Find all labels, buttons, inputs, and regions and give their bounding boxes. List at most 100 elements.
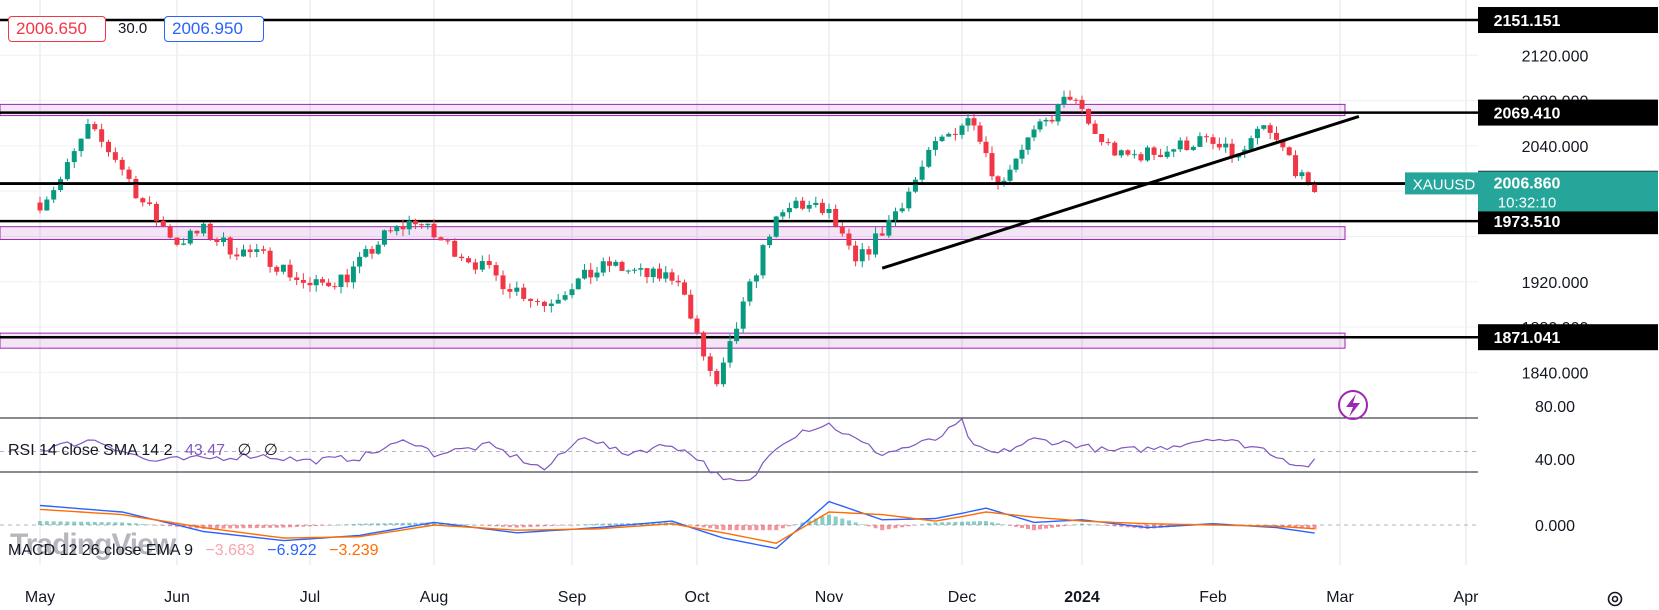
time-label-8: 2024 — [1064, 589, 1100, 606]
time-axis[interactable]: May Jun Jul Aug Sep Oct Nov Dec 2024 Feb Mar Apr — [25, 589, 1479, 606]
candle-body — [1105, 142, 1111, 144]
macd-histogram-bar — [1044, 525, 1048, 529]
macd-histogram-bar — [900, 525, 905, 528]
time-label-6: Nov — [815, 589, 843, 606]
candle-body — [1312, 184, 1318, 193]
macd-histogram-bar — [301, 525, 306, 527]
macd-histogram-bar — [1068, 525, 1072, 526]
macd-histogram-bar — [1080, 523, 1084, 525]
candle-body — [555, 299, 561, 304]
macd-histogram-bar — [133, 523, 138, 525]
macd-histogram-bar — [38, 521, 42, 525]
macd-histogram-bar — [113, 522, 118, 525]
candle-body — [201, 223, 207, 234]
candle-body — [64, 162, 70, 180]
macd-histogram-bar — [106, 522, 111, 525]
candle-body — [319, 279, 325, 283]
macd-histogram-bar — [913, 525, 918, 526]
macd-histogram-bar — [1074, 524, 1078, 526]
level-badge-text-4: 1871.041 — [1494, 330, 1561, 347]
candle-body — [99, 129, 105, 142]
macd-histogram-bar — [1106, 525, 1111, 526]
candle-body — [1190, 146, 1196, 150]
macd-histogram-bar — [188, 525, 193, 528]
macd-histogram-bar — [58, 521, 63, 525]
macd-histogram-bar — [1008, 525, 1012, 526]
macd-histogram-bar — [281, 525, 286, 528]
macd-histogram-bar — [966, 521, 970, 525]
rsi-line — [39, 417, 1316, 482]
time-label-0: May — [25, 589, 55, 606]
candle-body — [632, 269, 637, 271]
macd-title: MACD 12 26 close EMA 9 — [8, 542, 193, 559]
candle-body — [773, 216, 779, 237]
candle-body — [400, 226, 406, 230]
last-price-text: 2006.860 — [1494, 175, 1561, 192]
macd-histogram-bar — [728, 525, 732, 531]
candle-body — [254, 249, 260, 252]
rsi-legend[interactable]: RSI 14 close SMA 14 2 43.47 ∅ ∅ — [8, 440, 286, 460]
candle-body — [363, 249, 369, 257]
macd-histogram-bar — [1312, 525, 1317, 530]
candle-body — [1118, 150, 1124, 156]
candle-body — [147, 202, 153, 204]
candle-body — [613, 261, 619, 266]
macd-histogram-bar — [613, 523, 618, 525]
candle-body — [607, 261, 612, 266]
candle-body — [1138, 154, 1144, 161]
candle-body — [1112, 142, 1118, 156]
settings-gear-icon[interactable] — [1605, 589, 1625, 609]
candle-body — [952, 133, 958, 135]
macd-legend[interactable]: MACD 12 26 close EMA 9 −3.683 −6.922 −3.… — [8, 542, 387, 560]
level-badge-0 — [1478, 7, 1658, 34]
candle-body — [1049, 119, 1055, 122]
macd-histogram-bar — [920, 524, 925, 525]
price-tick-label: 1920.000 — [1522, 275, 1589, 292]
macd-histogram-bar — [473, 525, 478, 526]
macd-histogram-bar — [535, 525, 540, 527]
macd-histogram-bar — [507, 525, 512, 528]
macd-histogram-bar — [860, 524, 865, 525]
macd-histogram-bar — [940, 522, 945, 525]
candle-body — [650, 268, 656, 278]
macd-histogram-bar — [695, 525, 699, 527]
candle-body — [1274, 132, 1279, 140]
candle-body — [234, 254, 240, 257]
macd-histogram-bar — [459, 524, 464, 525]
price-axis[interactable]: 2120.0002080.0002040.0001920.0001880.000… — [0, 7, 1658, 535]
macd-histogram-bar — [886, 525, 891, 530]
macd-histogram-bar — [407, 522, 412, 525]
candle-body — [959, 125, 965, 135]
macd-histogram-bar — [1002, 524, 1006, 526]
candle-body — [1305, 172, 1311, 185]
candle-body — [247, 249, 253, 252]
candle-body — [541, 301, 547, 307]
macd-histogram-bar — [626, 523, 631, 525]
candle-body — [853, 245, 859, 262]
candle-body — [181, 243, 187, 245]
macd-histogram-bar — [741, 525, 746, 531]
rsi-tick-80: 80.00 — [1535, 399, 1575, 416]
macd-histogram-bar — [1086, 524, 1091, 525]
macd-histogram-bar — [984, 521, 988, 525]
candle-body — [657, 268, 662, 279]
buy-price-button[interactable]: 2006.950 — [164, 16, 264, 42]
macd-histogram-bar — [401, 522, 405, 525]
candle-body — [1145, 147, 1150, 161]
candle-body — [167, 226, 173, 238]
sell-price-button[interactable]: 2006.650 — [8, 16, 106, 42]
candle-body — [753, 275, 759, 282]
candle-body — [1099, 133, 1105, 143]
macd-histogram-bar — [480, 525, 485, 526]
candle-body — [445, 240, 451, 242]
horizontal-levels[interactable] — [0, 18, 1478, 339]
candle-body — [1037, 121, 1043, 130]
candle-body — [682, 282, 687, 295]
candle-body — [486, 261, 492, 266]
macd-histogram-bar — [978, 521, 982, 525]
macd-histogram-bar — [228, 525, 233, 529]
candle-body — [919, 166, 925, 180]
trendline[interactable] — [881, 115, 1360, 270]
macd-histogram-bar — [820, 516, 825, 525]
